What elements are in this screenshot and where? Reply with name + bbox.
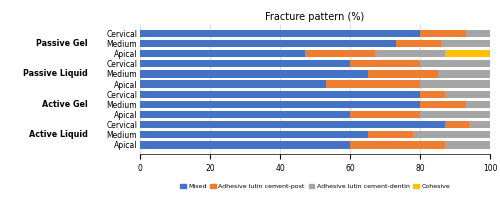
- Bar: [140, 121, 444, 128]
- Bar: [140, 50, 304, 57]
- Bar: [438, 70, 490, 78]
- Bar: [326, 80, 420, 88]
- Bar: [140, 70, 368, 78]
- Bar: [469, 121, 490, 128]
- Bar: [444, 141, 490, 148]
- Bar: [140, 40, 396, 47]
- Bar: [368, 131, 413, 138]
- Bar: [140, 131, 368, 138]
- Bar: [420, 30, 466, 37]
- Bar: [368, 70, 438, 78]
- Bar: [420, 90, 444, 98]
- Bar: [374, 50, 444, 57]
- Bar: [444, 90, 490, 98]
- Bar: [350, 141, 444, 148]
- Bar: [420, 111, 490, 118]
- Title: Fracture pattern (%): Fracture pattern (%): [266, 12, 364, 22]
- Bar: [396, 40, 441, 47]
- Bar: [140, 141, 350, 148]
- Bar: [466, 101, 490, 108]
- Text: Passive Liquid: Passive Liquid: [23, 69, 88, 78]
- Bar: [420, 101, 466, 108]
- Legend: Mixed, Adhesive lutin cement-post, Adhesive lutin cement-dentin, Cohesive: Mixed, Adhesive lutin cement-post, Adhes…: [178, 181, 452, 192]
- Bar: [441, 40, 490, 47]
- Bar: [420, 80, 490, 88]
- Bar: [444, 50, 490, 57]
- Bar: [140, 30, 420, 37]
- Bar: [444, 121, 469, 128]
- Bar: [420, 60, 490, 67]
- Bar: [140, 101, 420, 108]
- Bar: [350, 60, 420, 67]
- Bar: [466, 30, 490, 37]
- Text: Passive Gel: Passive Gel: [36, 39, 88, 48]
- Bar: [140, 80, 326, 88]
- Bar: [140, 111, 350, 118]
- Text: Active Gel: Active Gel: [42, 100, 88, 109]
- Bar: [140, 60, 350, 67]
- Bar: [140, 90, 420, 98]
- Text: Active Liquid: Active Liquid: [28, 130, 88, 139]
- Bar: [350, 111, 420, 118]
- Bar: [413, 131, 490, 138]
- Bar: [304, 50, 374, 57]
